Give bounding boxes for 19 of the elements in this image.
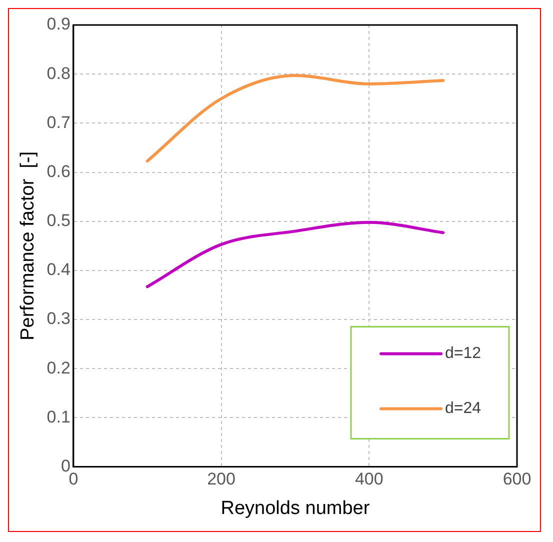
legend-label: d=24 [445, 400, 482, 418]
x-axis-title: Reynolds number [220, 498, 370, 519]
y-tick-label: 0.1 [46, 407, 70, 426]
legend-label: d=12 [445, 345, 482, 362]
y-tick-label: 0.9 [46, 14, 70, 34]
y-axis-title: Performance factor [-] [18, 151, 39, 340]
x-tick-label: 400 [354, 470, 384, 489]
y-tick-label: 0.3 [46, 309, 70, 328]
y-tick-label: 0.5 [46, 211, 70, 230]
y-tick-label: 0.6 [46, 162, 70, 181]
y-tick-label: 0.8 [46, 64, 70, 83]
y-tick-label: 0.7 [46, 112, 70, 132]
y-tick-label: 0.2 [46, 358, 70, 378]
line-series [146, 220, 445, 288]
line-series [146, 74, 445, 162]
x-tick-label: 200 [207, 470, 236, 489]
y-tick-label: 0 [60, 456, 70, 476]
x-tick-label: 600 [502, 470, 532, 489]
y-tick-label: 0.4 [46, 260, 70, 280]
